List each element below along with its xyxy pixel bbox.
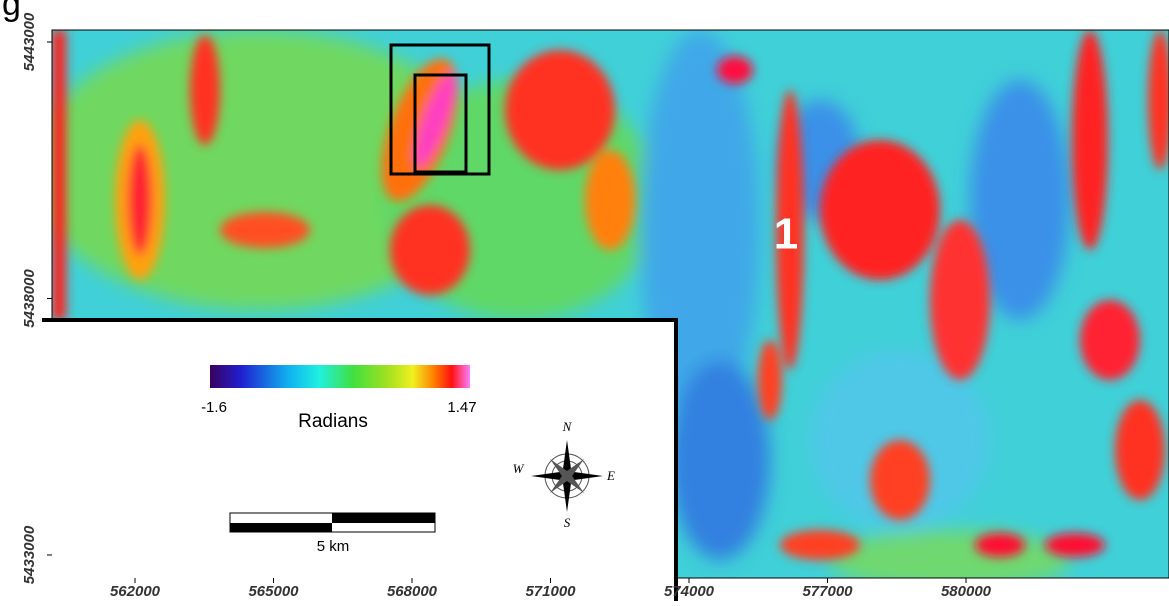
x-tick-label: 577000 xyxy=(802,583,853,600)
compass-e: E xyxy=(606,468,615,483)
colorbar-max: 1.47 xyxy=(447,399,476,416)
legend-inset: -1.6 1.47 Radians 5 km N S E W xyxy=(42,320,676,601)
scale-bar xyxy=(230,513,435,532)
compass-w: W xyxy=(513,461,525,476)
x-tick-label: 571000 xyxy=(525,583,576,600)
map-figure: g xyxy=(0,0,1169,601)
colorbar xyxy=(210,365,470,388)
y-tick-label: 5433000 xyxy=(21,525,38,584)
y-tick-label: 5443000 xyxy=(21,12,38,71)
y-tick-label: 5438000 xyxy=(21,269,38,328)
x-tick-label: 580000 xyxy=(941,583,992,600)
scale-bar-label: 5 km xyxy=(317,538,350,555)
x-tick-label: 568000 xyxy=(387,583,438,600)
feature-label: 1 xyxy=(774,210,798,259)
title-fragment: g xyxy=(2,0,21,23)
colorbar-min: -1.6 xyxy=(201,399,227,416)
x-tick-label: 565000 xyxy=(248,583,299,600)
x-tick-label: 574000 xyxy=(664,583,715,600)
x-tick-label: 562000 xyxy=(110,583,161,600)
compass-s: S xyxy=(564,515,571,530)
colorbar-unit: Radians xyxy=(298,411,368,432)
compass-n: N xyxy=(562,419,573,434)
